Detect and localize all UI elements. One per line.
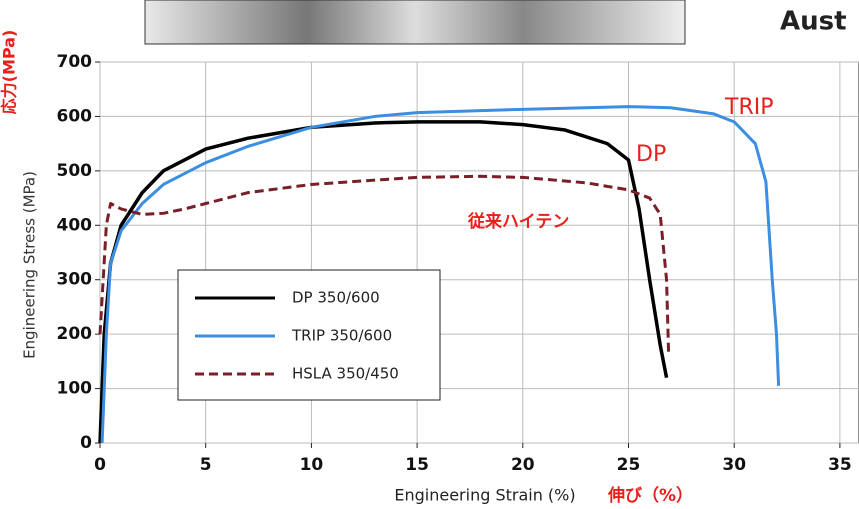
y-tick-label: 200 xyxy=(57,324,93,344)
y-axis-label-ja: 応力(MPa) xyxy=(0,30,19,115)
annotation: DP xyxy=(636,142,666,167)
x-tick-label: 0 xyxy=(94,455,106,475)
y-tick-label: 100 xyxy=(57,379,93,399)
y-tick-label: 0 xyxy=(80,433,92,453)
legend-label: HSLA 350/450 xyxy=(292,365,399,383)
y-tick-label: 700 xyxy=(57,52,93,72)
x-tick-label: 20 xyxy=(511,455,535,475)
chart: Aust Engineering Stress (MPa) 応力(MPa) En… xyxy=(0,0,859,509)
header-fragment: Aust xyxy=(780,7,847,37)
y-tick-label: 600 xyxy=(57,106,93,126)
legend-label: DP 350/600 xyxy=(292,289,380,307)
y-tick-label: 300 xyxy=(57,270,93,290)
x-axis-label: Engineering Strain (%) xyxy=(394,486,575,505)
x-tick-label: 15 xyxy=(405,455,429,475)
x-tick-label: 5 xyxy=(200,455,212,475)
x-tick-label: 25 xyxy=(617,455,641,475)
annotation: 従来ハイテン xyxy=(467,211,569,232)
annotation: TRIP xyxy=(724,95,773,120)
micrograph xyxy=(145,0,685,44)
x-axis-label-ja: 伸び（%） xyxy=(607,485,693,506)
y-axis-label: Engineering Stress (MPa) xyxy=(21,171,39,359)
x-tick-label: 30 xyxy=(722,455,746,475)
y-tick-label: 400 xyxy=(57,215,93,235)
x-tick-label: 10 xyxy=(300,455,324,475)
x-tick-label: 35 xyxy=(828,455,852,475)
y-tick-label: 500 xyxy=(57,161,93,181)
legend-label: TRIP 350/600 xyxy=(291,327,392,345)
